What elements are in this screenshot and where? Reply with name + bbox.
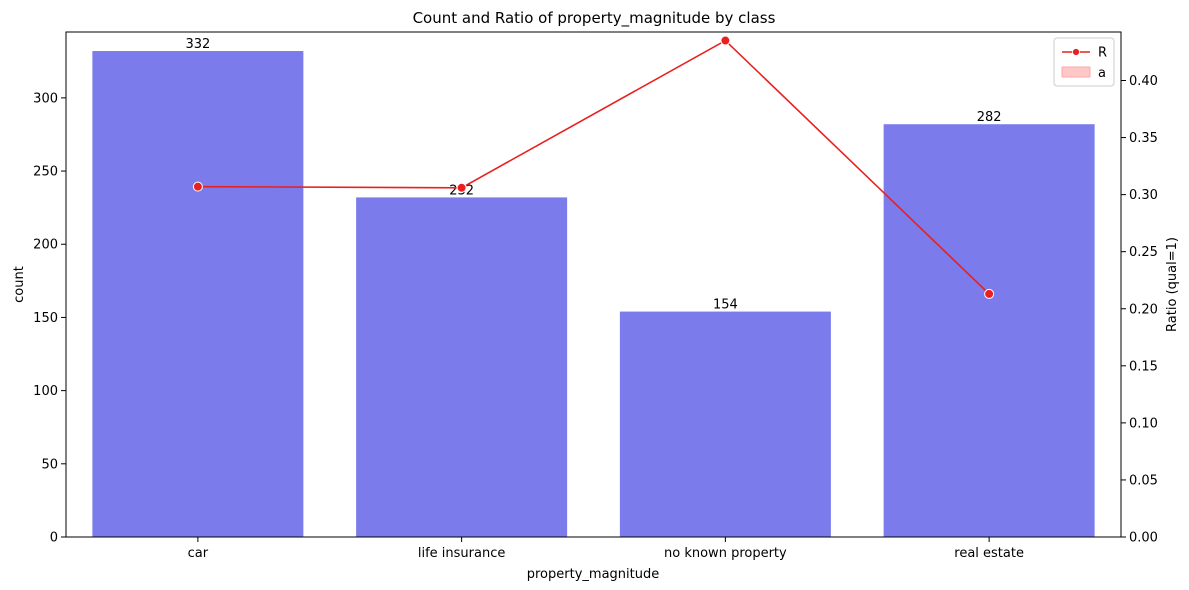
y-axis-right-title: Ratio (qual=1) (1165, 237, 1180, 332)
bar (619, 311, 831, 537)
legend: R a (1053, 37, 1115, 87)
legend-patch-swatch (1061, 66, 1091, 78)
bar-value-label: 154 (713, 298, 738, 313)
plot-frame (65, 31, 1122, 538)
chart-title: Count and Ratio of property_magnitude by… (413, 9, 776, 28)
x-tick-label: life insurance (418, 546, 506, 561)
bar-group (92, 51, 1095, 537)
y-tick-label: 50 (41, 457, 58, 472)
x-axis: car life insurance no known property real e… (188, 537, 1024, 561)
ratio-line (197, 39, 990, 295)
y-axis-left: 0 50 100 150 200 250 300 (33, 91, 66, 546)
y-right-tick-label: 0.15 (1129, 359, 1158, 374)
legend-label-a: a (1098, 66, 1106, 81)
y-right-tick-label: 0.10 (1129, 416, 1158, 431)
x-axis-title: property_magnitude (527, 567, 659, 582)
y-axis-title: count (12, 266, 27, 303)
y-tick-label: 250 (33, 165, 58, 180)
y-right-tick-label: 0.25 (1129, 245, 1158, 260)
x-tick-label: no known property (664, 546, 787, 561)
ratio-point (984, 288, 995, 299)
x-tick-label: car (188, 546, 209, 561)
y-right-tick-label: 0.20 (1129, 302, 1158, 317)
bar (883, 124, 1095, 537)
bar-value-label: 332 (185, 37, 210, 52)
y-right-tick-label: 0.30 (1129, 188, 1158, 203)
y-axis-right: 0.00 0.05 0.10 0.15 0.20 0.25 0.30 0.35 0.40 (1121, 74, 1158, 546)
y-right-tick-label: 0.00 (1129, 531, 1158, 546)
bar-label-group: 332232154282 (185, 37, 1001, 313)
ratio-point (456, 182, 467, 193)
y-tick-label: 300 (33, 91, 58, 106)
y-right-tick-label: 0.35 (1129, 131, 1158, 146)
x-tick-label: real estate (954, 546, 1024, 561)
ratio-point (192, 181, 203, 192)
y-tick-label: 150 (33, 311, 58, 326)
legend-label-r: R (1098, 46, 1107, 61)
bar-value-label: 282 (977, 110, 1002, 125)
bar (356, 197, 568, 537)
y-tick-label: 100 (33, 384, 58, 399)
ratio-line-group (192, 35, 995, 299)
legend-marker-swatch (1072, 48, 1080, 56)
ratio-point (720, 35, 731, 46)
y-right-tick-label: 0.40 (1129, 74, 1158, 89)
y-right-tick-label: 0.05 (1129, 473, 1158, 488)
y-tick-label: 200 (33, 238, 58, 253)
bar (92, 51, 304, 537)
y-tick-label: 0 (50, 531, 58, 546)
